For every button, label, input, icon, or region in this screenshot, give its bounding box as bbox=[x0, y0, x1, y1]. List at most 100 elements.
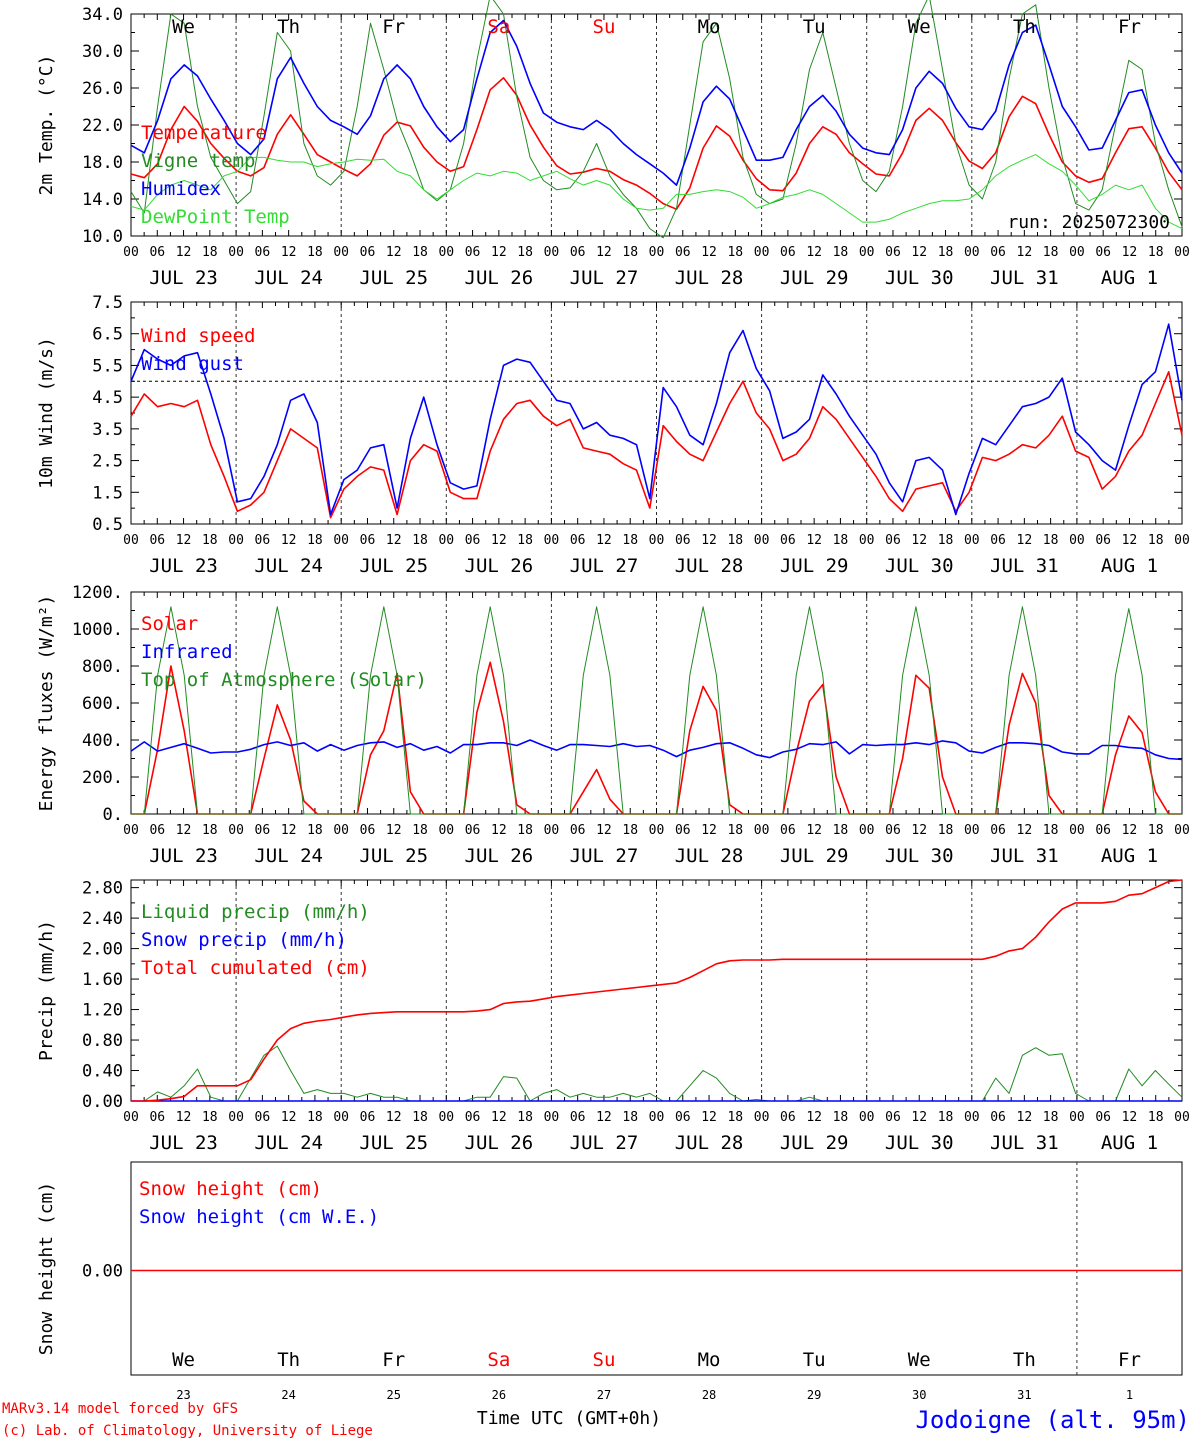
hour-tick-label: 12 bbox=[1017, 245, 1033, 260]
y-tick-label: 26.0 bbox=[82, 79, 123, 99]
hour-tick-label: 00 bbox=[228, 1110, 244, 1125]
hour-tick-label: 06 bbox=[360, 1110, 376, 1125]
hour-tick-label: 12 bbox=[701, 245, 717, 260]
hour-tick-label: 12 bbox=[281, 245, 297, 260]
hour-tick-label: 06 bbox=[360, 245, 376, 260]
y-tick-label: 18.0 bbox=[82, 153, 123, 173]
hour-tick-label: 12 bbox=[911, 533, 927, 548]
date-label: JUL 25 bbox=[359, 1132, 428, 1154]
date-label: JUL 25 bbox=[359, 267, 428, 289]
hour-tick-label: 18 bbox=[622, 245, 638, 260]
date-label: JUL 23 bbox=[149, 267, 218, 289]
date-label: JUL 30 bbox=[885, 1132, 954, 1154]
date-label: JUL 27 bbox=[570, 555, 639, 577]
y-tick-label: 1000. bbox=[72, 620, 123, 640]
day-number-label: 28 bbox=[702, 1388, 716, 1402]
weekday-label: We bbox=[172, 16, 195, 38]
hour-tick-label: 12 bbox=[386, 823, 402, 838]
hour-tick-label: 12 bbox=[386, 1110, 402, 1125]
y-tick-label: 2.00 bbox=[82, 940, 123, 960]
date-label: JUL 24 bbox=[254, 845, 323, 867]
y-tick-label: 6.5 bbox=[92, 325, 123, 345]
hour-tick-label: 18 bbox=[938, 245, 954, 260]
lab-credit: (c) Lab. of Climatology, University of L… bbox=[2, 1423, 373, 1439]
hour-tick-label: 18 bbox=[517, 1110, 533, 1125]
day-number-label: 24 bbox=[281, 1388, 295, 1402]
hour-tick-label: 18 bbox=[412, 245, 428, 260]
y-tick-label: 0.80 bbox=[82, 1031, 123, 1051]
y-tick-label: 0.40 bbox=[82, 1062, 123, 1082]
day-number-label: 1 bbox=[1126, 1388, 1133, 1402]
energy-flux-panel: 0. 200. 400. 600. 800. 1000. 1200. Energy fluxe… bbox=[36, 583, 1190, 867]
hour-tick-label: 12 bbox=[491, 533, 507, 548]
y-tick-label: 800. bbox=[82, 657, 123, 677]
hour-tick-label: 06 bbox=[570, 533, 586, 548]
hour-tick-label: 18 bbox=[1148, 533, 1164, 548]
hour-tick-label: 12 bbox=[911, 823, 927, 838]
date-label: JUL 30 bbox=[885, 555, 954, 577]
hour-tick-label: 06 bbox=[149, 1110, 165, 1125]
hour-tick-label: 00 bbox=[1174, 823, 1190, 838]
precipitation-panel: 0.00 0.40 0.80 1.20 1.60 2.00 2.40 2.80 Precip (… bbox=[36, 879, 1190, 1154]
date-label: AUG 1 bbox=[1101, 1132, 1158, 1154]
date-label: JUL 29 bbox=[780, 845, 849, 867]
day-number-label: 25 bbox=[387, 1388, 401, 1402]
weekday-label: Fr bbox=[382, 1349, 405, 1371]
hour-tick-label: 18 bbox=[307, 245, 323, 260]
hour-tick-label: 12 bbox=[491, 1110, 507, 1125]
weekday-label: Th bbox=[1013, 1349, 1036, 1371]
legend-entry: Liquid precip (mm/h) bbox=[141, 901, 370, 923]
hour-tick-label: 06 bbox=[780, 823, 796, 838]
y-tick-label: 2.40 bbox=[82, 909, 123, 929]
hour-tick-label: 18 bbox=[307, 1110, 323, 1125]
hour-tick-label: 12 bbox=[806, 533, 822, 548]
hour-tick-label: 06 bbox=[465, 823, 481, 838]
hour-tick-label: 00 bbox=[649, 533, 665, 548]
hour-tick-label: 00 bbox=[754, 245, 770, 260]
hour-tick-label: 12 bbox=[386, 245, 402, 260]
weekday-label: Fr bbox=[1118, 1349, 1141, 1371]
hour-tick-label: 18 bbox=[412, 533, 428, 548]
date-label: JUL 23 bbox=[149, 845, 218, 867]
legend-entry: Total cumulated (cm) bbox=[141, 957, 370, 979]
hour-tick-label: 06 bbox=[255, 1110, 271, 1125]
y-tick-label: 10.0 bbox=[82, 227, 123, 247]
series-line bbox=[131, 606, 1182, 815]
hour-tick-label: 00 bbox=[333, 533, 349, 548]
hour-tick-label: 06 bbox=[570, 245, 586, 260]
hour-tick-label: 18 bbox=[833, 533, 849, 548]
y-tick-label: 1.5 bbox=[92, 483, 123, 503]
day-number-label: 27 bbox=[597, 1388, 611, 1402]
hour-tick-label: 06 bbox=[255, 533, 271, 548]
hour-tick-label: 06 bbox=[255, 823, 271, 838]
date-label: JUL 26 bbox=[465, 1132, 534, 1154]
hour-tick-label: 12 bbox=[281, 1110, 297, 1125]
hour-tick-label: 12 bbox=[701, 533, 717, 548]
hour-tick-label: 06 bbox=[1095, 533, 1111, 548]
hour-tick-label: 18 bbox=[833, 823, 849, 838]
y-tick-label: 2.80 bbox=[82, 879, 123, 899]
y-tick-label: 1.20 bbox=[82, 1001, 123, 1021]
legend-entry: DewPoint Temp bbox=[141, 206, 290, 228]
hour-tick-label: 00 bbox=[438, 533, 454, 548]
y-tick-label: 14.0 bbox=[82, 190, 123, 210]
hour-tick-label: 06 bbox=[885, 1110, 901, 1125]
hour-tick-label: 18 bbox=[307, 533, 323, 548]
hour-tick-label: 18 bbox=[1148, 1110, 1164, 1125]
hour-tick-label: 06 bbox=[465, 245, 481, 260]
y-tick-label: 600. bbox=[82, 694, 123, 714]
hour-tick-label: 00 bbox=[859, 245, 875, 260]
y-tick-label: 4.5 bbox=[92, 388, 123, 408]
run-label: run: 2025072300 bbox=[1007, 212, 1170, 233]
hour-tick-label: 06 bbox=[465, 533, 481, 548]
date-label: AUG 1 bbox=[1101, 555, 1158, 577]
series-line bbox=[130, 19, 1183, 186]
hour-tick-label: 06 bbox=[675, 1110, 691, 1125]
hour-tick-label: 12 bbox=[596, 245, 612, 260]
hour-tick-label: 00 bbox=[1174, 533, 1190, 548]
hour-tick-label: 18 bbox=[412, 1110, 428, 1125]
hour-tick-label: 00 bbox=[754, 1110, 770, 1125]
hour-tick-label: 06 bbox=[990, 1110, 1006, 1125]
hour-tick-label: 00 bbox=[123, 533, 139, 548]
date-label: JUL 23 bbox=[149, 555, 218, 577]
